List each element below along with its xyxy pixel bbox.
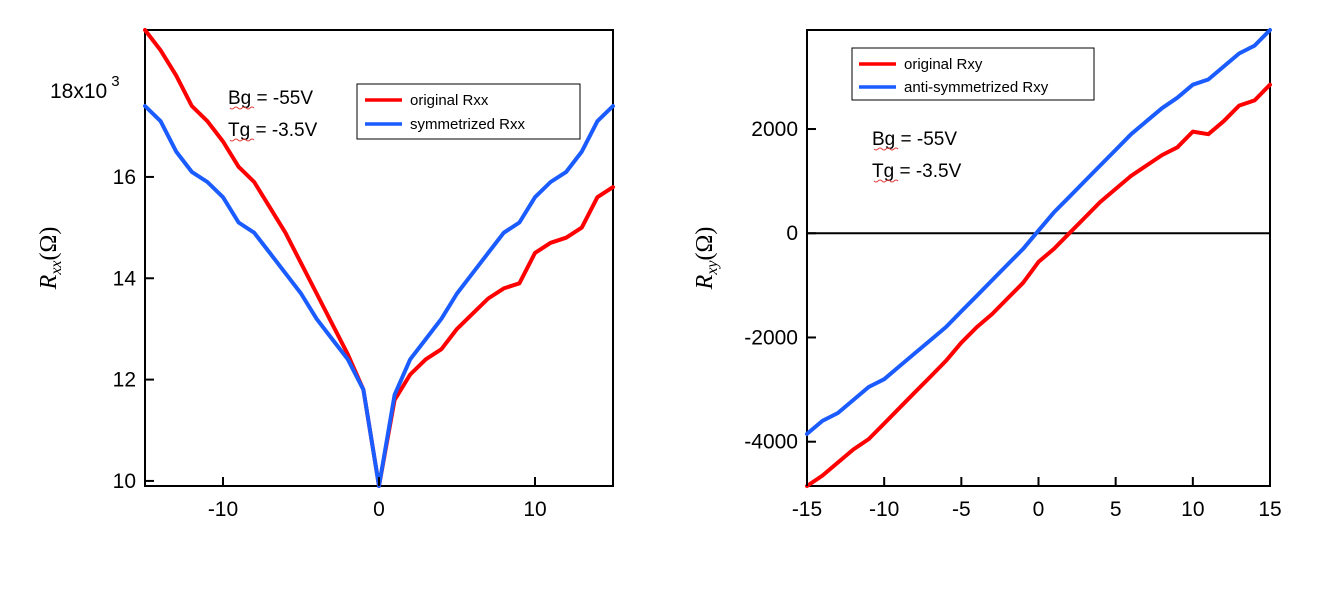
rxy-annotation-bg: Bg = -55V (872, 129, 957, 150)
rxy-y-tick-label: 0 (786, 222, 798, 245)
rxx-x-tick-label: 0 (373, 498, 385, 521)
rxy-x-tick-label: 15 (1258, 498, 1281, 521)
rxx-legend: original Rxx symmetrized Rxx (356, 83, 581, 140)
rxy-annotation-tg: Tg = -3.5V (872, 161, 962, 182)
rxx-annotation-tg: Tg = -3.5V (228, 120, 318, 141)
rxy-y-tick-label: -4000 (744, 431, 798, 454)
rxx-y-axis-title: Rxx(Ω) (36, 227, 65, 291)
rxx-y-tick-label: 16 (113, 166, 136, 189)
rxy-legend-label-original: original Rxy (904, 56, 983, 73)
rxx-y-tick-label: 14 (113, 267, 137, 290)
rxy-x-tick-label: 5 (1110, 498, 1122, 521)
rxy-legend-box (851, 47, 1095, 101)
rxy-spellcheck-squiggle-1 (873, 147, 899, 151)
rxx-x-tick-label: 10 (523, 498, 546, 521)
rxy-chart: -15 -10 -5 0 5 10 15 -4000 -2000 0 2000 Rxy(Ω) Bg… (692, 28, 1282, 521)
rxx-y-multiplier: 18x10 3 (50, 73, 120, 103)
rxy-legend: original Rxy anti-symmetrized Rxy (851, 47, 1095, 101)
rxx-legend-label-symmetrized: symmetrized Rxx (410, 116, 526, 133)
rxx-legend-box (356, 83, 581, 140)
rxx-series-line-processed (143, 104, 615, 488)
rxy-x-tick-label: -15 (792, 498, 822, 521)
rxy-y-axis-title: Rxy(Ω) (692, 227, 721, 291)
rxy-x-tick-label: 10 (1181, 498, 1204, 521)
rxy-x-tick-label: 0 (1033, 498, 1045, 521)
rxy-y-tick-label: 2000 (751, 118, 798, 141)
rxx-legend-label-original: original Rxx (410, 92, 489, 109)
rxx-spellcheck-squiggle-1 (229, 106, 255, 110)
rxy-series-line-original (805, 82, 1272, 488)
rxx-y-tick-label: 10 (113, 470, 136, 493)
rxy-y-tick-label: -2000 (744, 326, 798, 349)
rxy-x-tick-label: -10 (869, 498, 899, 521)
rxy-series-line-processed (805, 28, 1272, 436)
rxy-x-tick-label: -5 (952, 498, 971, 521)
rxx-y-tick-label: 12 (113, 369, 136, 392)
rxy-legend-label-antisymmetrized: anti-symmetrized Rxy (904, 79, 1049, 96)
rxx-x-tick-label: -10 (208, 498, 238, 521)
rxx-spellcheck-squiggle-2 (229, 138, 255, 142)
rxy-spellcheck-squiggle-2 (873, 179, 899, 183)
rxx-annotation-bg: Bg = -55V (228, 88, 313, 109)
